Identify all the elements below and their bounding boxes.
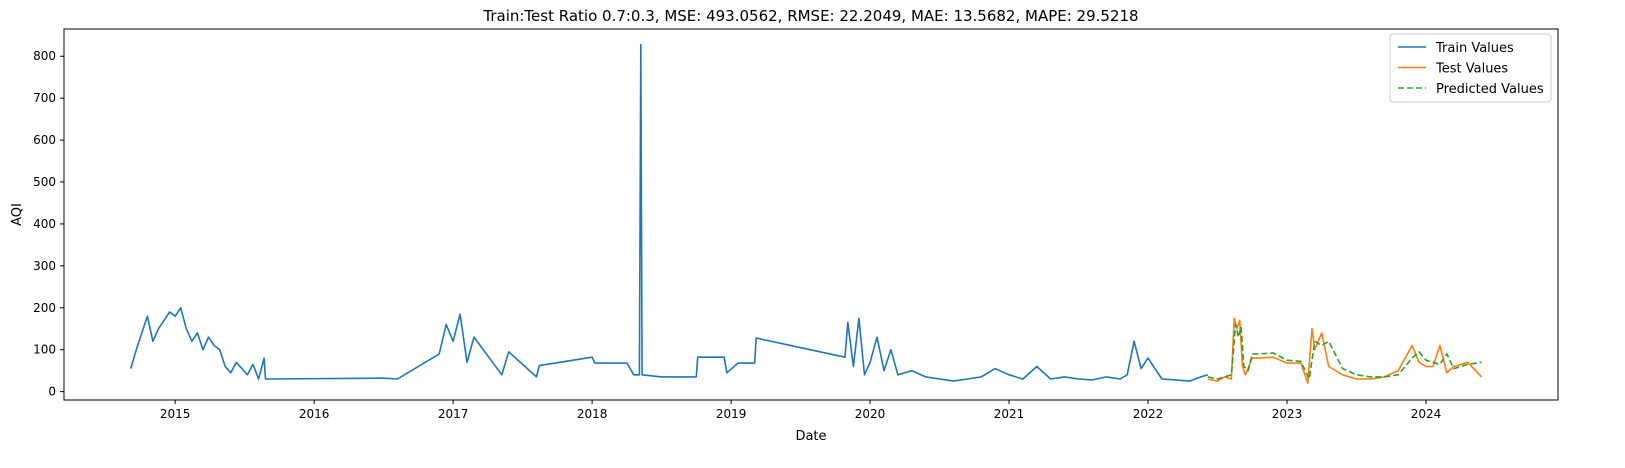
chart-title: Train:Test Ratio 0.7:0.3, MSE: 493.0562,… bbox=[482, 7, 1138, 25]
x-tick-label: 2020 bbox=[855, 407, 886, 421]
y-tick-label: 600 bbox=[33, 133, 56, 147]
y-tick-label: 700 bbox=[33, 91, 56, 105]
legend-label: Test Values bbox=[1435, 62, 1508, 77]
legend: Train Values Test Values Predicted Values bbox=[1389, 33, 1552, 103]
x-tick-label: 2015 bbox=[160, 407, 191, 421]
series-line-test-values bbox=[1207, 317, 1483, 385]
y-tick-label: 500 bbox=[33, 175, 56, 189]
y-tick-label: 200 bbox=[33, 301, 56, 315]
x-tick-label: 2023 bbox=[1272, 407, 1303, 421]
legend-box bbox=[1389, 33, 1552, 103]
y-tick-label: 0 bbox=[48, 385, 56, 399]
plot-area bbox=[63, 28, 1559, 401]
y-tick-label: 300 bbox=[33, 259, 56, 273]
series-layer bbox=[129, 43, 1483, 385]
x-tick-label: 2017 bbox=[438, 407, 469, 421]
x-tick-label: 2018 bbox=[577, 407, 608, 421]
legend-label: Train Values bbox=[1435, 41, 1514, 56]
y-axis: 0 100 200 300 400 500 600 700 800 bbox=[33, 49, 64, 399]
series-line-train-values bbox=[129, 43, 1209, 382]
legend-label: Predicted Values bbox=[1436, 82, 1544, 97]
x-tick-label: 2021 bbox=[994, 407, 1025, 421]
y-tick-label: 800 bbox=[33, 49, 56, 63]
x-tick-label: 2024 bbox=[1411, 407, 1442, 421]
x-axis-label: Date bbox=[795, 429, 826, 444]
y-tick-label: 400 bbox=[33, 217, 56, 231]
y-tick-label: 100 bbox=[33, 343, 56, 357]
x-tick-label: 2022 bbox=[1133, 407, 1164, 421]
x-tick-label: 2019 bbox=[716, 407, 747, 421]
x-axis: 2015 2016 2017 2018 2019 2020 2021 2022 2023 2024 bbox=[160, 400, 1441, 421]
x-tick-label: 2016 bbox=[299, 407, 330, 421]
y-axis-label: AQI bbox=[10, 203, 25, 226]
series-line-predicted-values bbox=[1207, 323, 1482, 380]
